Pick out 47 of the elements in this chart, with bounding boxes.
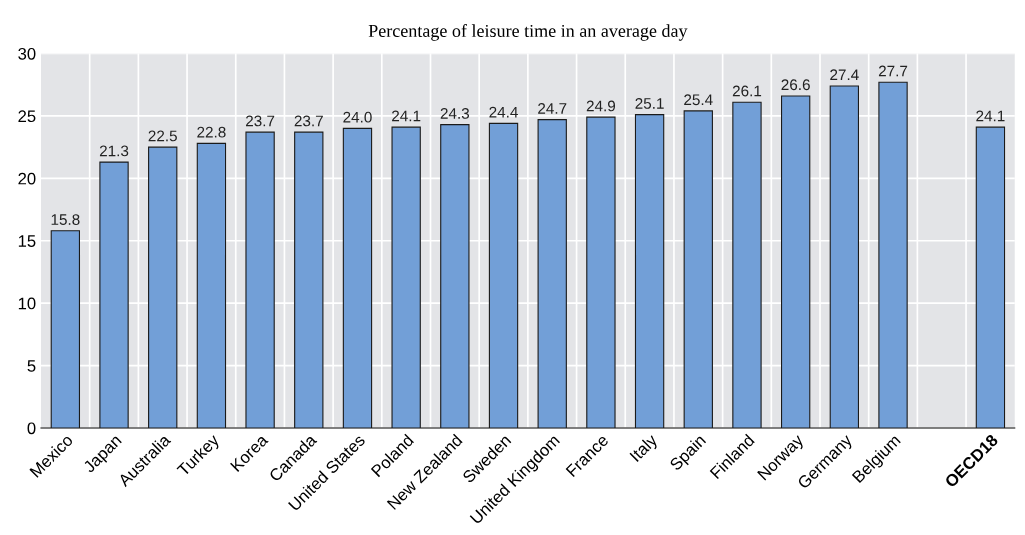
bar [391,126,421,428]
bar [732,101,762,428]
data-label: 26.6 [781,79,810,91]
data-label: 21.3 [99,145,129,157]
data-label: 23.7 [294,115,323,127]
data-label: 23.7 [246,115,275,127]
data-label: 24.1 [976,110,1005,122]
bar [50,230,81,428]
bar [99,161,129,428]
y-tick-label: 20 [18,172,36,185]
bar [148,146,178,428]
chart-title: Percentage of leisure time in an average day [368,24,688,41]
bar [586,116,616,428]
x-tick-label: Italy [629,432,661,465]
bar [683,110,713,428]
bar [488,122,519,428]
y-tick-label: 25 [18,110,36,123]
data-label: 22.5 [148,130,177,142]
data-label: 27.4 [830,69,859,81]
bar [829,85,860,428]
y-tick-label: 30 [18,47,36,60]
y-tick-label: 5 [27,360,36,372]
data-label: 24.7 [538,103,567,114]
data-label: 24.0 [343,111,372,123]
bar [878,81,908,428]
bar [294,131,324,428]
data-label: 24.1 [392,110,421,122]
bar [634,114,665,428]
y-tick-label: 10 [18,297,36,310]
y-tick-label: 15 [18,235,36,247]
data-label: 25.1 [635,98,664,109]
data-label: 27.7 [878,65,908,77]
bar [440,124,470,428]
data-label: 24.3 [440,108,470,119]
data-label: 24.9 [586,100,616,112]
bar [342,127,373,428]
bar [537,119,567,428]
bar [975,126,1006,428]
bar [245,131,275,428]
bar [196,142,227,428]
data-label: 24.4 [489,106,518,118]
y-tick-label: 0 [27,422,36,435]
data-label: 22.8 [197,126,226,138]
bar [780,95,811,428]
data-label: 15.8 [51,214,80,225]
data-label: 25.4 [684,94,713,106]
data-label: 26.1 [732,85,762,97]
